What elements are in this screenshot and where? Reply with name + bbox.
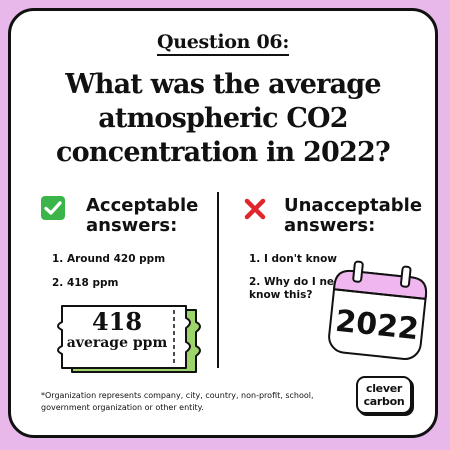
- calendar-icon: [328, 260, 428, 360]
- list-item: 1. Around 420 ppm: [52, 253, 166, 265]
- acceptable-answers-list: 1. Around 420 ppm 2. 418 ppm: [52, 253, 165, 301]
- check-mark-icon: [41, 196, 65, 220]
- ticket-unit: average ppm: [66, 335, 168, 351]
- question-label: Question 06:: [11, 31, 435, 56]
- footnote: *Organization represents company, city, …: [41, 391, 314, 412]
- ticket-value: 418: [91, 307, 143, 336]
- cross-mark-icon: [243, 197, 267, 221]
- question-headline: What was the average atmospheric CO2 con…: [56, 69, 391, 168]
- list-item: 2. 418 ppm: [52, 277, 119, 289]
- column-divider: [217, 192, 219, 368]
- acceptable-heading: Acceptable answers:: [86, 195, 199, 236]
- ticket-illustration: [57, 305, 201, 373]
- ticket-label: 418 average ppm: [52, 307, 182, 352]
- unacceptable-heading: Unacceptable answers:: [284, 195, 423, 236]
- list-item: 1. I don't know: [249, 253, 337, 265]
- clever-carbon-logo: clever carbon: [356, 376, 412, 414]
